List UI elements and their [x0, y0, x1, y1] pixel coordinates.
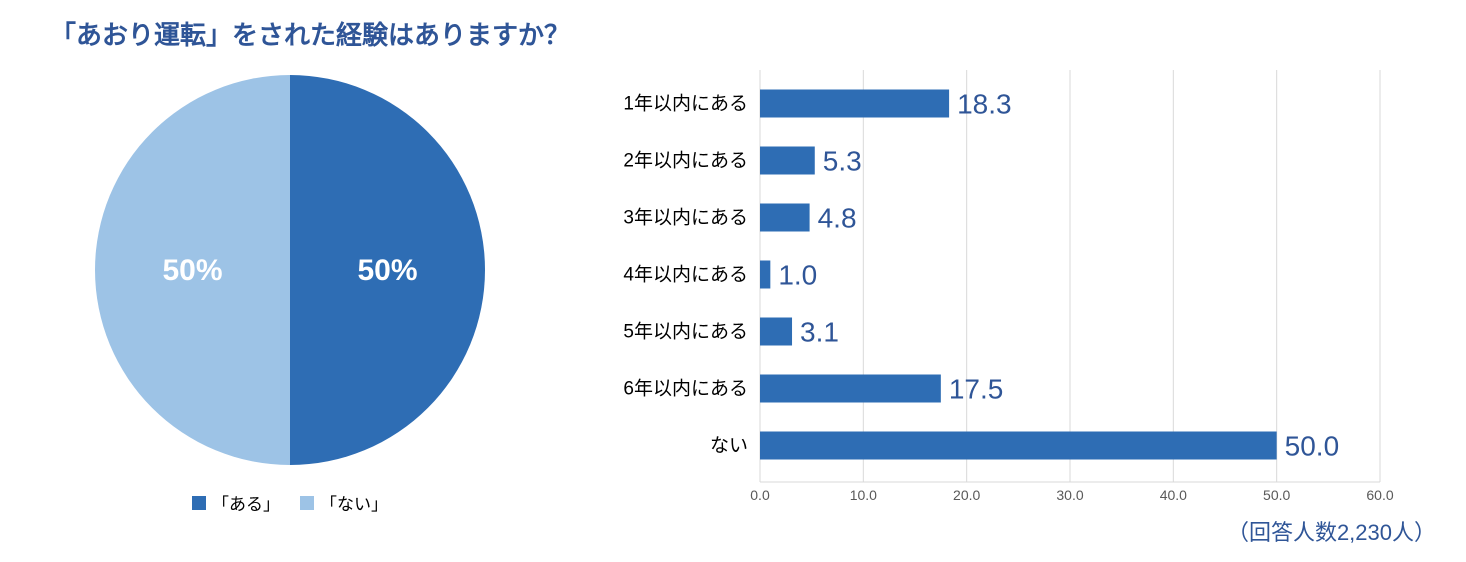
bar-value-label: 3.1	[800, 317, 839, 348]
legend-swatch	[192, 496, 206, 510]
bar-value-label: 4.8	[818, 203, 857, 234]
bar	[760, 204, 810, 232]
bar-value-label: 1.0	[778, 260, 817, 291]
x-tick-label: 50.0	[1263, 487, 1290, 503]
bar	[760, 90, 949, 118]
x-tick-label: 0.0	[750, 487, 770, 503]
pie-slice-label: 50%	[162, 254, 222, 287]
legend-swatch	[300, 496, 314, 510]
x-tick-label: 30.0	[1056, 487, 1083, 503]
pie-svg: 50% 50%	[80, 60, 500, 480]
bar-svg: 0.0 10.0 20.0 30.0 40.0 50.0 60.0 1年以内にある 18.3 2年…	[560, 55, 1420, 515]
bar-category-label: 3年以内にある	[623, 207, 748, 229]
legend-label: 「ない」	[320, 490, 388, 515]
legend-item: 「ない」	[300, 490, 388, 515]
bar-category-label: 4年以内にある	[623, 264, 748, 286]
bar-category-label: ない	[710, 436, 748, 457]
bar-chart: 0.0 10.0 20.0 30.0 40.0 50.0 60.0 1年以内にある 18.3 2年…	[560, 55, 1420, 555]
bar-value-label: 17.5	[949, 374, 1004, 405]
x-tick-label: 10.0	[850, 487, 877, 503]
bar-value-label: 18.3	[957, 89, 1012, 120]
bar	[760, 147, 815, 175]
pie-slice-label: 50%	[357, 254, 417, 287]
bar-value-label: 50.0	[1285, 431, 1340, 462]
bar-category-label: 5年以内にある	[623, 321, 748, 343]
bar	[760, 261, 770, 289]
x-tick-label: 60.0	[1366, 487, 1393, 503]
x-tick-label: 40.0	[1160, 487, 1187, 503]
bar-category-label: 2年以内にある	[623, 150, 748, 172]
bar	[760, 375, 941, 403]
bar-category-label: 6年以内にある	[623, 378, 748, 400]
bar-value-label: 5.3	[823, 146, 862, 177]
respondents-note: （回答人数2,230人）	[1227, 515, 1436, 547]
legend-label: 「ある」	[212, 490, 280, 515]
pie-chart: 50% 50% 「ある」 「ない」	[70, 60, 510, 540]
bar-category-label: 1年以内にある	[623, 93, 748, 115]
bar	[760, 318, 792, 346]
pie-legend: 「ある」 「ない」	[70, 490, 510, 515]
x-tick-label: 20.0	[953, 487, 980, 503]
bar	[760, 432, 1277, 460]
legend-item: 「ある」	[192, 490, 280, 515]
chart-title: 「あおり運転」をされた経験はありますか？	[50, 15, 570, 52]
